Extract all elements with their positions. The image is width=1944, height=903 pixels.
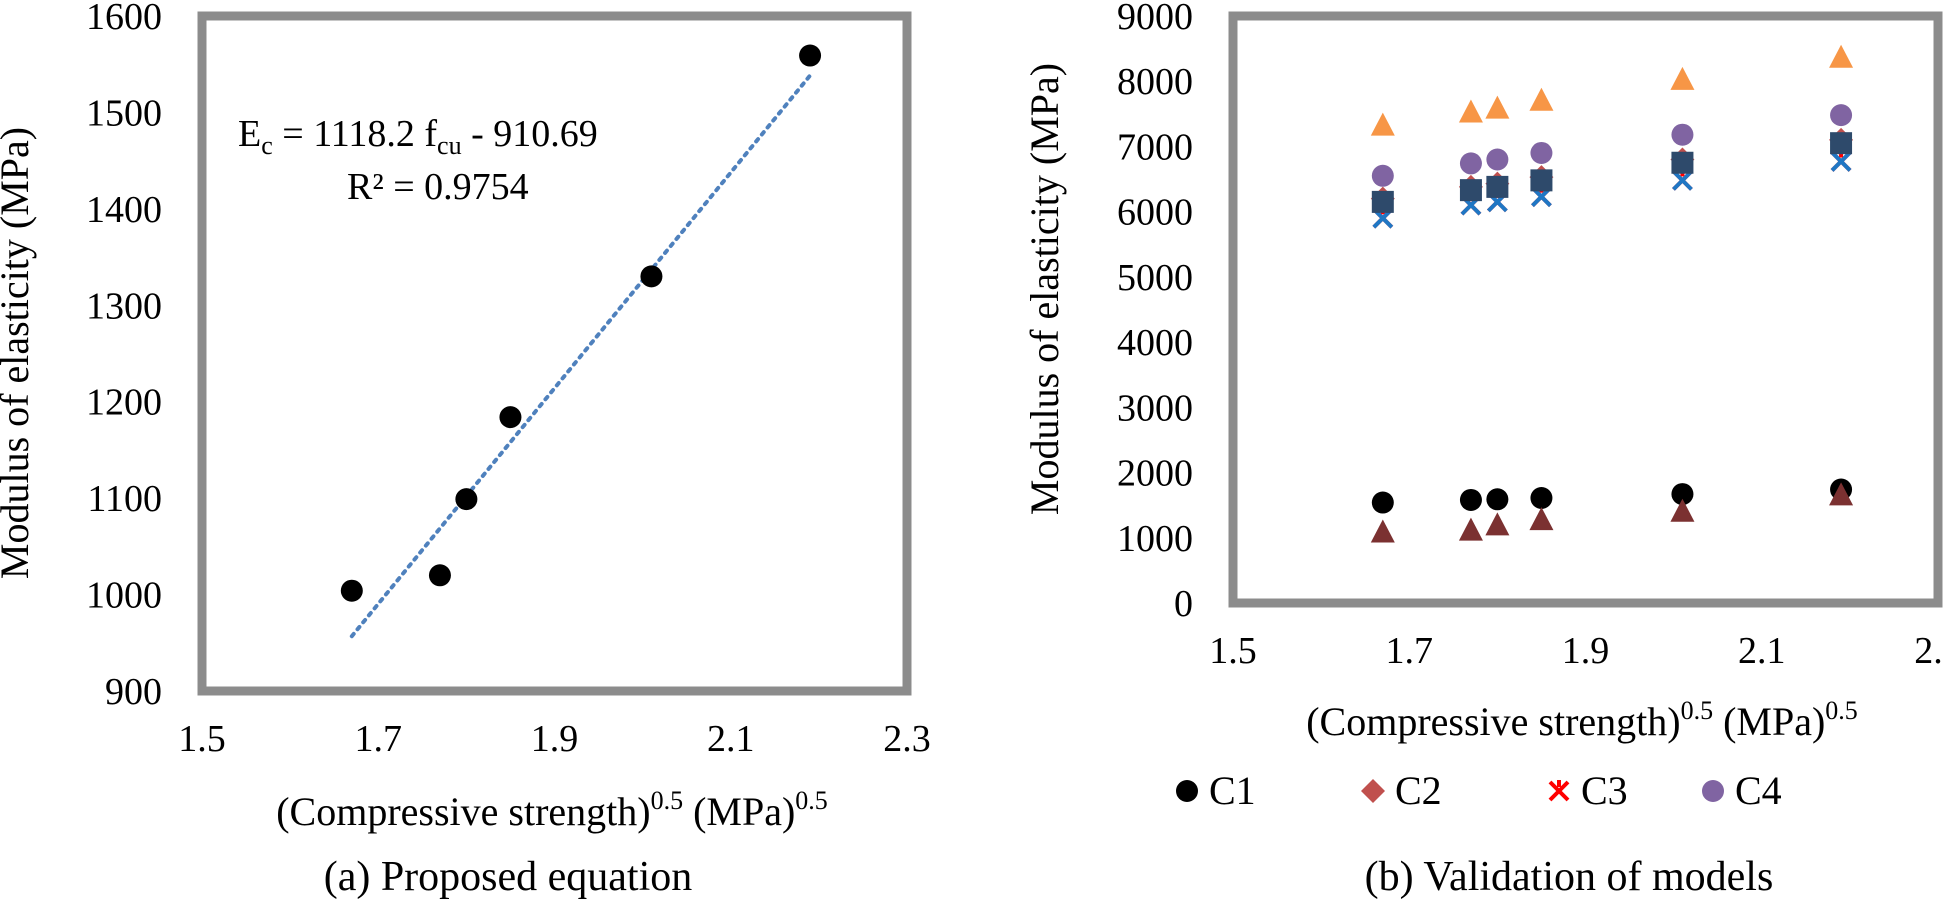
chart-b-x-tick-label: 1.7: [1386, 630, 1434, 672]
chart-b-point-c1: [1671, 483, 1694, 506]
chart-a-x-tick-label: 1.7: [355, 718, 403, 760]
chart-a-trendline: [349, 73, 813, 639]
legend-label-c1: C1: [1209, 768, 1256, 813]
chart-b-point-square-7: [1671, 151, 1694, 174]
chart-a-y-tick-label: 1500: [86, 92, 162, 134]
chart-b-point-c1: [1530, 486, 1553, 509]
chart-a-y-tick-label: 1600: [86, 0, 162, 38]
chart-b-point-square-7: [1830, 132, 1853, 155]
chart-a-data-point: [428, 564, 451, 587]
chart-a-y-axis-label: Modulus of elasticity (MPa): [0, 127, 37, 579]
chart-b-point-triangle-5: [1529, 507, 1554, 531]
chart-b-point-square-7: [1459, 179, 1482, 202]
chart-b-frame: [1228, 11, 1943, 608]
chart-b-x-tick-label: 1.5: [1209, 630, 1257, 672]
chart-b-point-triangle-5: [1829, 482, 1854, 506]
chart-b-point-x-6: [1830, 151, 1852, 172]
chart-b-point-c4: [1530, 141, 1553, 164]
chart-b-x-tick-label: 2.3: [1914, 630, 1944, 672]
chart-a-data-point: [455, 488, 478, 511]
chart-b-y-tick-label: 2000: [1117, 453, 1193, 495]
chart-b-x-axis-label: (Compressive strength)0.5 (MPa)0.5: [1306, 696, 1858, 744]
chart-b-x-tick-label: 2.1: [1738, 630, 1786, 672]
chart-b-point-triangle-5: [1458, 517, 1483, 541]
chart-b-point-x-6: [1672, 169, 1693, 191]
chart-b-point-triangle-4: [1370, 112, 1395, 136]
chart-a-x-axis-label: (Compressive strength)0.5 (MPa)0.5: [276, 786, 828, 834]
chart-a-x-tick-label: 2.1: [707, 718, 755, 760]
chart-a-r-squared: R² = 0.9754: [347, 166, 529, 208]
chart-b-y-axis-label: Modulus of elasticity (MPa): [1022, 63, 1067, 515]
chart-a-x-tick-label: 1.5: [178, 718, 226, 760]
legend-marker-c4: [1702, 780, 1724, 802]
chart-b-point-c4: [1459, 152, 1482, 175]
chart-b-legend: C1 C2 C3 C4: [1176, 768, 1782, 813]
chart-b-point-square-7: [1486, 175, 1509, 198]
caption-a: (a) Proposed equation: [324, 854, 693, 900]
legend-marker-c1: [1176, 780, 1198, 802]
chart-a-data-point: [499, 406, 522, 429]
chart-a-data-point: [640, 265, 663, 288]
chart-b-point-triangle-4: [1529, 87, 1554, 111]
chart-a-y-tick-label: 1100: [87, 478, 162, 520]
chart-b-point-square-7: [1530, 169, 1553, 192]
chart-b-point-c1: [1371, 491, 1394, 514]
caption-b: (b) Validation of models: [1365, 854, 1774, 900]
chart-b-y-tick-label: 7000: [1117, 126, 1193, 168]
chart-b-point-triangle-4: [1829, 44, 1854, 68]
chart-b-point-c4: [1671, 123, 1694, 146]
chart-b-point-triangle-4: [1458, 99, 1483, 123]
chart-b-point-c1: [1459, 488, 1482, 511]
chart-a-equation: Ec = 1118.2 fcu - 910.69: [238, 113, 598, 160]
chart-a-y-tick-label: 1400: [86, 189, 162, 231]
legend-marker-c3: [1548, 780, 1570, 802]
chart-b-y-tick-label: 8000: [1117, 61, 1193, 103]
chart-a-y-tick-label: 1300: [86, 285, 162, 327]
chart-b-point-c4: [1830, 104, 1853, 127]
chart-b-point-triangle-5: [1670, 498, 1695, 522]
chart-a-y-tick-label: 1000: [86, 575, 162, 617]
chart-b-y-tick-label: 1000: [1117, 518, 1193, 560]
chart-b: 0 1000 2000 3000 4000 5000 6000 7000 8000 9000 1.…: [1022, 0, 1944, 900]
chart-b-point-c4: [1486, 148, 1509, 171]
chart-a-y-tick-label: 900: [105, 671, 162, 713]
chart-b-x-tick-label: 1.9: [1562, 630, 1610, 672]
legend-label-c2: C2: [1395, 768, 1442, 813]
chart-a: 900 1000 1100 1200 1300 1400 1500 1600 1.5 1.7 1.…: [0, 0, 931, 900]
chart-a-frame: [197, 11, 912, 696]
chart-a-y-tick-label: 1200: [86, 382, 162, 424]
legend-marker-c2: [1361, 779, 1385, 803]
chart-b-y-tick-label: 0: [1174, 583, 1193, 625]
chart-b-y-tick-label: 5000: [1117, 257, 1193, 299]
chart-b-point-triangle-5: [1485, 512, 1510, 536]
legend-label-c4: C4: [1735, 768, 1782, 813]
chart-a-data-point: [340, 579, 363, 602]
chart-b-point-square-7: [1371, 190, 1394, 213]
chart-b-y-tick-label: 3000: [1117, 387, 1193, 429]
chart-a-x-tick-label: 1.9: [531, 718, 579, 760]
chart-b-y-tick-label: 4000: [1117, 322, 1193, 364]
chart-b-point-triangle-5: [1370, 519, 1395, 543]
chart-b-point-c4: [1371, 164, 1394, 187]
chart-a-x-tick-label: 2.3: [883, 718, 931, 760]
chart-b-y-tick-label: 6000: [1117, 192, 1193, 234]
chart-b-point-triangle-4: [1670, 66, 1695, 90]
chart-b-point-triangle-4: [1485, 95, 1510, 119]
legend-label-c3: C3: [1581, 768, 1628, 813]
chart-b-y-tick-label: 9000: [1117, 0, 1193, 38]
chart-b-point-c1: [1486, 488, 1509, 511]
chart-a-data-point: [799, 44, 822, 67]
